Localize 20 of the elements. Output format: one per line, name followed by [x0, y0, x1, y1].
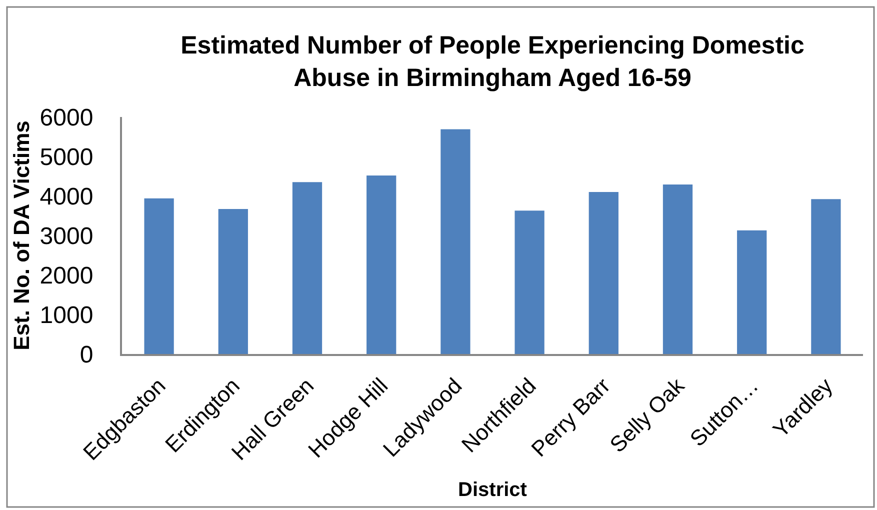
y-tick-label: 2000	[40, 262, 94, 290]
bar	[662, 184, 693, 354]
y-tick-label: 1000	[40, 302, 94, 329]
y-tick-label: 5000	[40, 144, 94, 171]
y-tick-label: 4000	[40, 183, 94, 210]
bar	[292, 182, 322, 354]
x-axis-title: District	[458, 479, 528, 502]
y-tick-label: 6000	[40, 104, 94, 132]
bar	[514, 210, 544, 354]
bar	[811, 199, 841, 354]
bar	[144, 198, 174, 354]
bar	[588, 192, 618, 354]
y-tick-label: 0	[80, 341, 94, 368]
chart-title: Estimated Number of People Experiencing Domestic Abuse in Birmingham Aged 16-59	[180, 32, 804, 92]
bar	[366, 175, 396, 354]
bar	[737, 230, 767, 354]
y-axis-title: Est. No. of DA Victims	[9, 120, 34, 350]
bar	[218, 209, 248, 354]
bar	[440, 129, 470, 354]
y-tick-label: 3000	[40, 222, 94, 250]
